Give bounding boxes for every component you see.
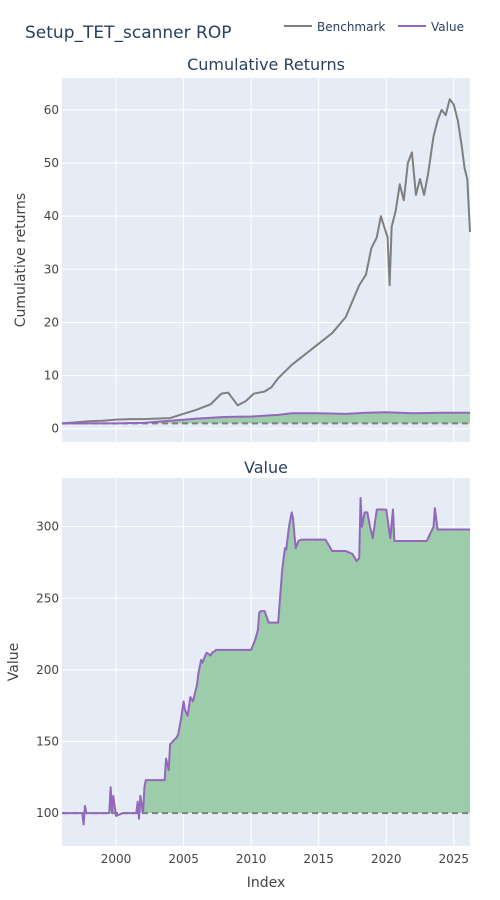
value-line xyxy=(62,411,470,425)
value-fill xyxy=(62,498,470,814)
x-tick-label: 2020 xyxy=(371,852,402,866)
legend: Benchmark Value xyxy=(284,20,464,34)
x-tick-label: 2015 xyxy=(303,852,334,866)
x-axis-title: Index xyxy=(247,875,286,891)
y-tick-labels: 0 10 20 30 40 50 60 xyxy=(44,103,59,436)
value-plot: 100 150 200 250 300 2000 2005 2010 2015 2020 2025… xyxy=(6,458,470,891)
x-tick-label: 2005 xyxy=(168,852,199,866)
subplot-title: Value xyxy=(244,458,288,477)
value-fill-area xyxy=(62,412,470,424)
y-tick-label: 10 xyxy=(44,369,59,383)
legend-value-label: Value xyxy=(431,20,464,34)
y-tick-label: 20 xyxy=(44,315,59,329)
y-tick-label: 100 xyxy=(36,806,59,820)
chart-main-title: Setup_TET_scanner ROP xyxy=(25,23,231,43)
y-tick-label: 0 xyxy=(51,422,59,436)
x-tick-label: 2010 xyxy=(236,852,267,866)
series-lines xyxy=(62,497,470,826)
y-tick-label: 250 xyxy=(36,591,59,605)
y-tick-label: 300 xyxy=(36,520,59,534)
y-tick-label: 150 xyxy=(36,734,59,748)
y-axis-title: Cumulative returns xyxy=(13,193,29,327)
y-tick-label: 200 xyxy=(36,663,59,677)
y-tick-label: 30 xyxy=(44,262,59,276)
value-fill xyxy=(62,412,470,424)
cumulative-returns-plot: 0 10 20 30 40 50 60 Cumulative Returns Cumulat… xyxy=(13,55,471,442)
y-tick-label: 50 xyxy=(44,156,59,170)
x-tick-labels: 2000 2005 2010 2015 2020 2025 xyxy=(101,852,469,866)
value-line xyxy=(62,497,470,826)
y-axis-title: Value xyxy=(6,643,22,681)
value-fill-area xyxy=(62,498,470,814)
y-tick-label: 60 xyxy=(44,103,59,117)
subplot-title: Cumulative Returns xyxy=(187,55,345,74)
series-lines xyxy=(61,98,471,425)
y-tick-label: 40 xyxy=(44,209,59,223)
legend-benchmark-label: Benchmark xyxy=(317,20,385,34)
benchmark-line xyxy=(61,98,471,425)
gridlines xyxy=(62,78,470,442)
x-tick-label: 2025 xyxy=(439,852,470,866)
x-tick-label: 2000 xyxy=(101,852,132,866)
plot-background xyxy=(62,78,470,442)
y-tick-labels: 100 150 200 250 300 xyxy=(36,520,59,820)
